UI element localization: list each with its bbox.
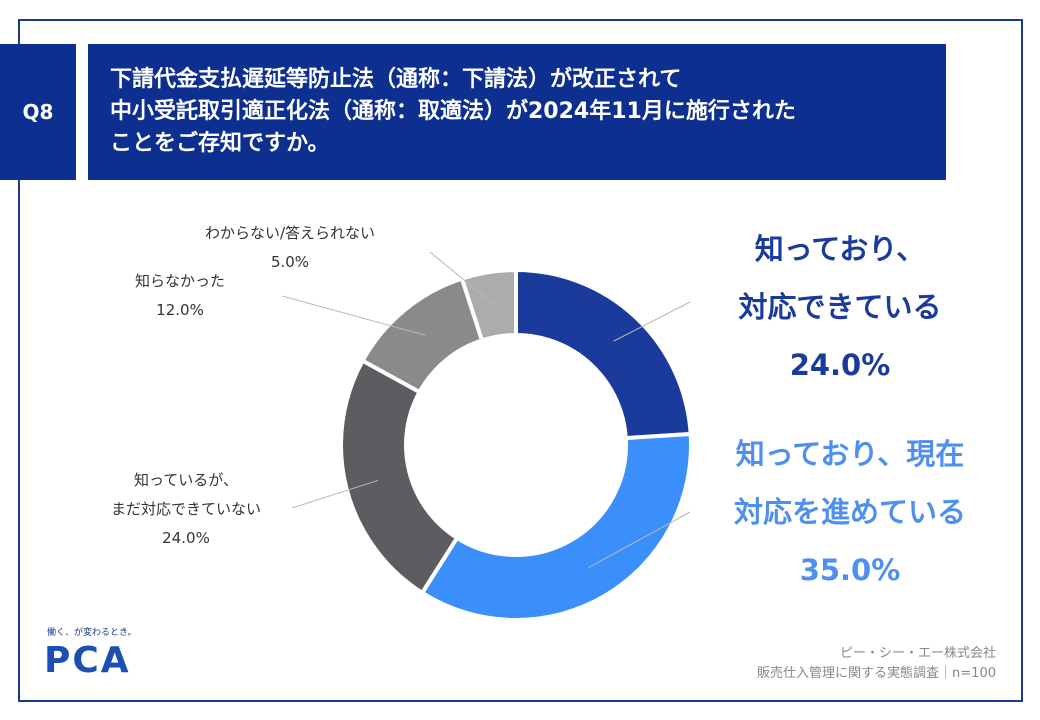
- slice-label-know-ready-value: 24.0%: [789, 348, 891, 382]
- slice-unknown: [459, 267, 518, 343]
- slice-label-know-in-progress-line-1: 知っており、現在: [735, 437, 965, 471]
- leader-line-4: [429, 251, 495, 305]
- company-name: ピー・シー・エー株式会社: [839, 646, 996, 661]
- survey-name: 販売仕入管理に関する実態調査｜n=100: [757, 666, 996, 681]
- slice-label-did-not-know: 知らなかった 12.0%: [100, 267, 260, 325]
- question-line-2: 中小受託取引適正化法（通称：取適法）が2024年11月に施行された: [110, 99, 796, 124]
- leader-line-0: [613, 301, 691, 342]
- slice-label-know-in-progress: 知っており、現在 対応を進めている 35.0%: [712, 425, 988, 599]
- slice-label-know-ready: 知っており、 対応できている 24.0%: [712, 220, 968, 394]
- donut-slices: [339, 267, 693, 622]
- leader-line-2: [291, 479, 379, 509]
- slice-label-did-not-know-line-1: 知らなかった: [134, 272, 225, 290]
- slice-label-know-ready-line-1: 知っており、: [754, 232, 926, 266]
- leader-line-1: [588, 511, 691, 569]
- slice-label-know-in-progress-value: 35.0%: [799, 553, 901, 587]
- question-text: 下請代金支払遅延等防止法（通称：下請法）が改正されて 中小受託取引適正化法（通称…: [88, 44, 946, 180]
- slice-know-in-progress: [419, 431, 693, 622]
- slice-label-unknown-line-1: わからない/答えられない: [204, 224, 376, 242]
- slice-label-know-not-ready: 知っているが、 まだ対応できていない 24.0%: [86, 466, 286, 553]
- slice-label-did-not-know-value: 12.0%: [156, 301, 204, 319]
- slice-label-know-not-ready-line-1: 知っているが、: [134, 471, 238, 489]
- question-number: Q8: [0, 44, 76, 180]
- card-frame: [18, 19, 1023, 702]
- slice-label-know-not-ready-line-2: まだ対応できていない: [110, 500, 261, 518]
- logo-tagline: 働く、が変わるとき。: [47, 628, 137, 638]
- leader-lines: [281, 251, 691, 569]
- slice-label-know-ready-line-2: 対応できている: [738, 290, 942, 324]
- slice-label-know-not-ready-value: 24.0%: [162, 529, 210, 547]
- slice-know-not-ready: [339, 357, 460, 596]
- question-line-3: ことをご存知ですか。: [110, 131, 330, 156]
- question-line-1: 下請代金支払遅延等防止法（通称：下請法）が改正されて: [110, 67, 682, 92]
- pca-logo: PCA: [44, 640, 131, 681]
- slice-label-unknown-value: 5.0%: [270, 253, 310, 271]
- source-credit: ピー・シー・エー株式会社 販売仕入管理に関する実態調査｜n=100: [757, 644, 996, 684]
- slice-label-unknown: わからない/答えられない 5.0%: [170, 219, 410, 277]
- slice-know-ready: [514, 267, 693, 441]
- leader-line-3: [281, 295, 426, 336]
- slice-label-know-in-progress-line-2: 対応を進めている: [733, 495, 966, 529]
